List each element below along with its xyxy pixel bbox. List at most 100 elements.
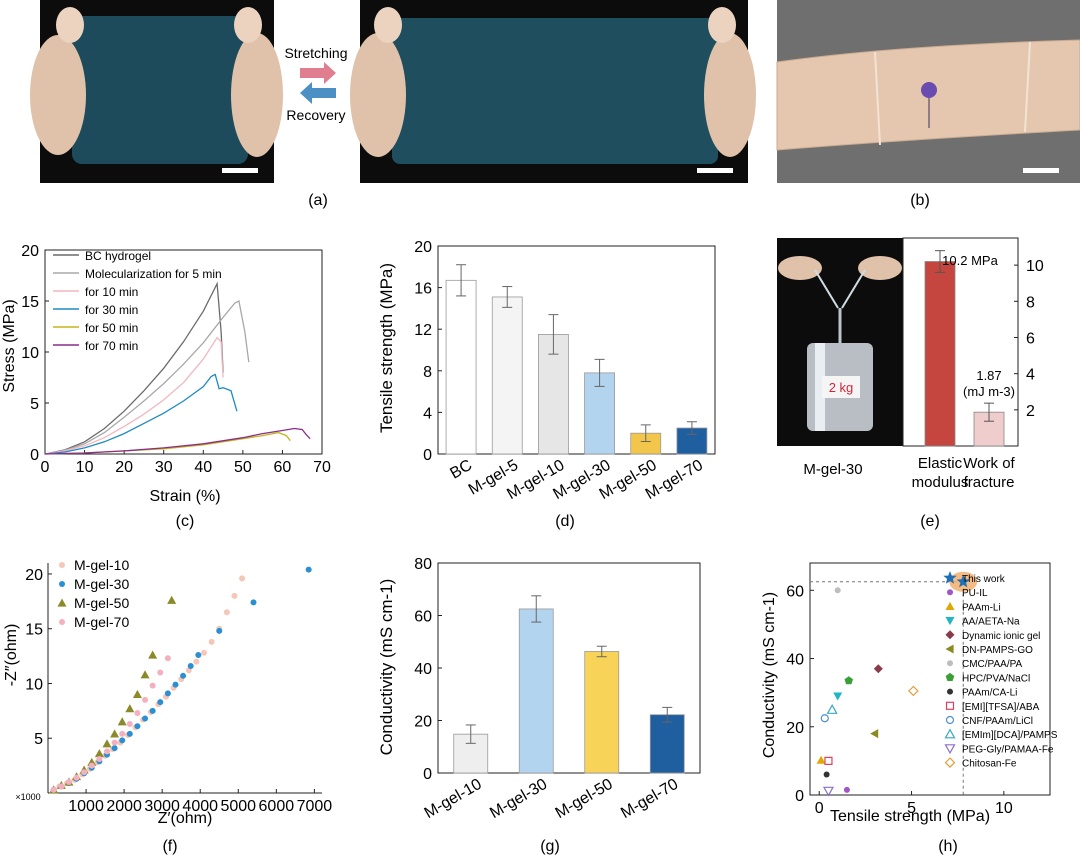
chart-f-ylabel: -Z″(ohm) <box>3 624 20 687</box>
chart-h-legend-label: Chitosan-Fe <box>962 759 1017 770</box>
chart-f-legend-marker <box>59 562 65 568</box>
panel-label-a: (a) <box>308 192 328 209</box>
chart-f-point <box>208 638 215 645</box>
chart-e-ytick-label: 8 <box>1026 294 1035 311</box>
chart-c-ytick-label: 10 <box>21 345 39 362</box>
scale-bar <box>222 168 258 173</box>
panel-label-f: (f) <box>162 838 177 855</box>
chart-h-point <box>834 587 841 594</box>
chart-f-xtick-label: 6000 <box>259 798 295 815</box>
chart-f-point <box>119 730 126 737</box>
chart-h-legend-marker <box>945 715 955 725</box>
chart-e-category-label: Elastic <box>918 455 963 472</box>
photo-a-relaxed <box>30 0 283 183</box>
chart-h-legend-marker <box>944 757 956 768</box>
chart-f-point <box>148 650 158 659</box>
stretch-recovery-arrows: Stretching Recovery <box>284 45 347 123</box>
chart-f-point <box>201 649 208 656</box>
weight-label: 2 kg <box>829 380 854 395</box>
chart-f-legend-marker <box>59 581 65 587</box>
chart-c-ylabel: Stress (MPa) <box>1 299 18 392</box>
chart-f-legend-label: M-gel-30 <box>74 576 129 592</box>
chart-f-multiplier: ×1000 <box>15 792 40 802</box>
chart-h-xtick-label: 5 <box>907 800 916 817</box>
chart-d-ytick-label: 20 <box>414 239 432 256</box>
chart-h-legend-marker <box>944 744 956 755</box>
chart-c-xtick-label: 10 <box>76 459 94 476</box>
chart-g-ytick-label: 0 <box>423 766 432 783</box>
panel-label-d: (d) <box>555 513 575 530</box>
chart-f-xtick-label: 2000 <box>106 798 142 815</box>
chart-f: 1000 2000 3000 4000 5000 6000 7000 5 10 15 20 M-gel… <box>3 557 332 855</box>
chart-f-point <box>125 704 135 713</box>
chart-f-point <box>305 566 312 573</box>
chart-f-point <box>103 748 110 755</box>
chart-f-ytick-label: 20 <box>25 567 43 584</box>
chart-e-annotation: 1.87 <box>976 368 1001 383</box>
panel-label-b: (b) <box>910 192 930 209</box>
chart-h-legend-label: PEG-Gly/PAMAA-Fe <box>962 744 1054 755</box>
chart-f-point <box>81 769 88 776</box>
chart-c-legend-label: BC hydrogel <box>85 249 151 263</box>
chart-g-category-label: M-gel-50 <box>553 776 616 822</box>
chart-f-point <box>58 783 65 790</box>
chart-f-ytick-label: 5 <box>34 731 43 748</box>
chart-h-point <box>824 756 833 765</box>
chart-f-point <box>187 662 194 669</box>
chart-h-legend-marker <box>944 728 956 739</box>
chart-c-series-line <box>44 427 311 455</box>
chart-h-legend-label: DN-PAMPS-GO <box>962 645 1033 656</box>
scale-bar <box>1023 168 1059 173</box>
chart-f-point <box>134 723 141 730</box>
stretching-label: Stretching <box>284 45 347 61</box>
chart-h-legend-label: CMC/PAA/PA <box>962 659 1023 670</box>
chart-f-xtick-label: 1000 <box>68 798 104 815</box>
chart-f-point <box>50 786 57 793</box>
chart-f-legend-marker <box>57 598 67 607</box>
chart-h-ylabel: Conductivity (mS cm-1) <box>761 592 778 758</box>
chart-h-xtick-label: 10 <box>995 800 1013 817</box>
panel-label-e: (e) <box>920 513 940 530</box>
chart-e-category-label: fracture <box>964 474 1015 491</box>
chart-f-point <box>239 575 246 582</box>
chart-f-xtick-label: 4000 <box>182 798 218 815</box>
chart-h: 0 5 10 0 20 40 60 This work PU-IL PAAm-Li AA/AETA-… <box>761 562 1058 855</box>
chart-g-ytick-label: 20 <box>414 714 432 731</box>
chart-c-xtick-label: 50 <box>234 459 252 476</box>
chart-c-series-line <box>44 373 238 455</box>
chart-e-ytick-label: 2 <box>1026 403 1035 420</box>
stretch-arrow-icon <box>300 62 336 84</box>
chart-f-ytick-label: 10 <box>25 676 43 693</box>
chart-h-point <box>823 771 830 778</box>
chart-f-point <box>180 672 187 679</box>
chart-h-point <box>908 685 919 697</box>
chart-f-xtick-label: 3000 <box>144 798 180 815</box>
chart-c-series-line <box>44 281 224 455</box>
chart-f-point <box>110 729 120 738</box>
chart-f-legend-label: M-gel-10 <box>74 557 129 573</box>
chart-h-legend-label: AA/AETA-Na <box>962 617 1020 628</box>
chart-f-xtick-label: 5000 <box>220 798 256 815</box>
chart-g-ytick-label: 40 <box>414 661 432 678</box>
chart-h-legend-label: Dynamic ionic gel <box>962 631 1040 642</box>
chart-c-ytick-label: 0 <box>30 447 39 464</box>
photos-top-row: Stretching Recovery (a) (b) <box>30 0 1080 209</box>
chart-h-point <box>833 692 843 701</box>
chart-h-legend-marker <box>945 630 955 640</box>
chart-c-xlabel: Strain (%) <box>149 488 220 505</box>
chart-f-point <box>96 756 103 763</box>
chart-f-point <box>157 669 164 676</box>
chart-h-legend-marker <box>945 601 955 610</box>
chart-c-legend-label: for 70 min <box>85 339 138 353</box>
chart-g-bar <box>584 651 620 774</box>
chart-f-point <box>73 774 80 781</box>
chart-f-point <box>88 762 95 769</box>
chart-g-ytick-label: 60 <box>414 609 432 626</box>
chart-f-point <box>223 609 230 616</box>
chart-h-legend-marker <box>947 688 953 695</box>
photo-b-arm <box>776 0 1080 183</box>
chart-h-legend-label: PAAm/CA-Li <box>962 688 1017 699</box>
chart-f-point <box>164 690 171 697</box>
chart-h-legend-label: This work <box>962 574 1006 585</box>
